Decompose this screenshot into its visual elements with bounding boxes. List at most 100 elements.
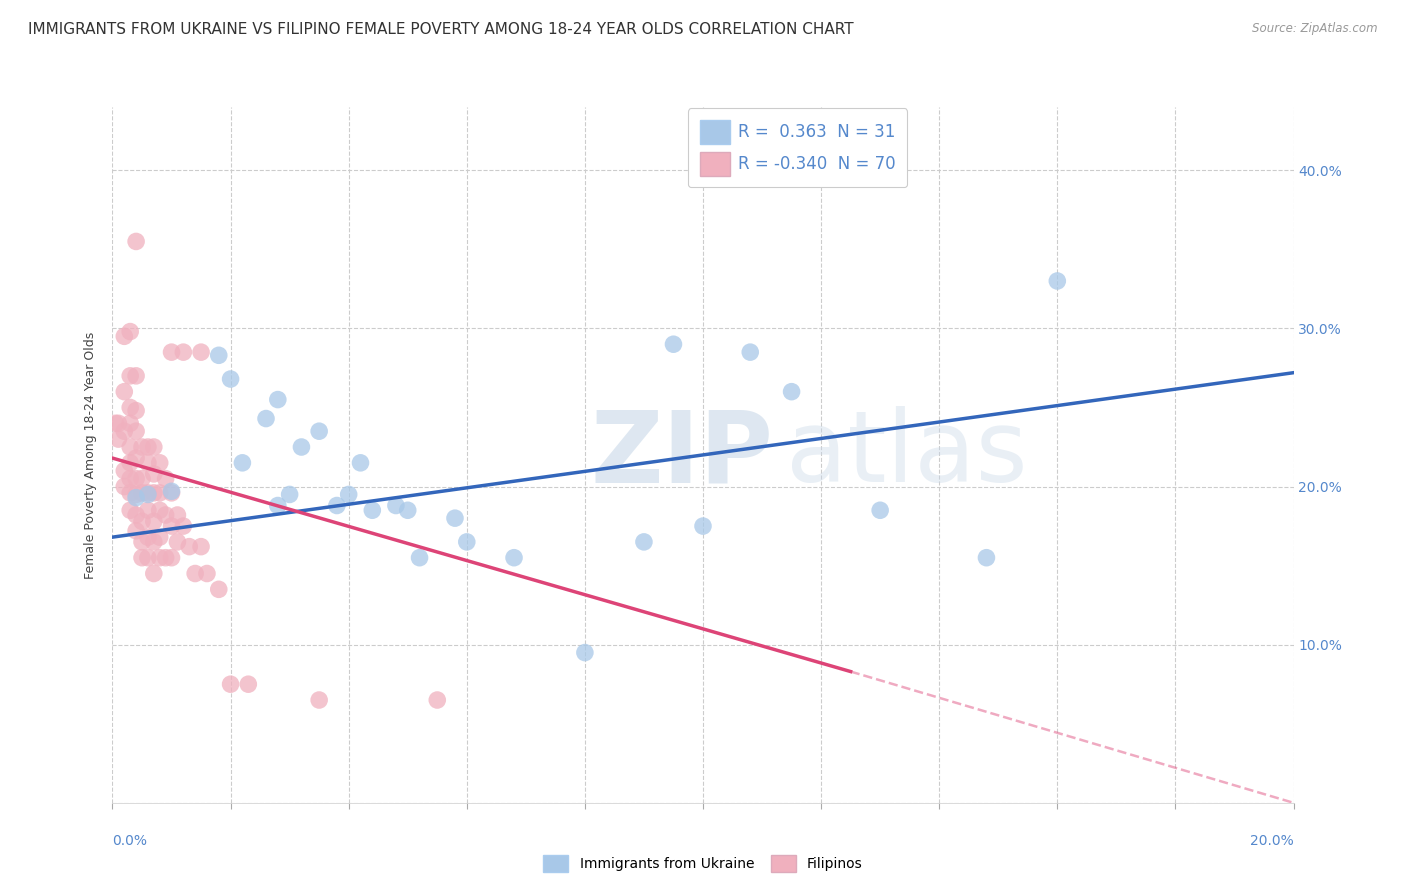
Point	[444, 511, 467, 525]
Point	[254, 411, 277, 425]
Point	[190, 540, 212, 554]
Point	[142, 534, 165, 549]
Point	[142, 440, 165, 454]
Point	[125, 508, 148, 522]
Point	[149, 503, 172, 517]
Point	[125, 368, 148, 383]
Point	[155, 508, 177, 522]
Point	[456, 534, 478, 549]
Point	[149, 550, 172, 565]
Point	[408, 550, 430, 565]
Point	[125, 235, 148, 249]
Point	[160, 486, 183, 500]
Point	[1046, 274, 1069, 288]
Point	[136, 487, 159, 501]
Point	[426, 693, 449, 707]
Point	[780, 384, 803, 399]
Point	[172, 345, 194, 359]
Point	[160, 550, 183, 565]
Point	[308, 693, 330, 707]
Point	[120, 401, 142, 415]
Point	[149, 456, 172, 470]
Point	[308, 424, 330, 438]
Point	[662, 337, 685, 351]
Point	[349, 456, 371, 470]
Point	[112, 479, 135, 493]
Point	[740, 345, 762, 359]
Point	[290, 440, 312, 454]
Point	[361, 503, 384, 517]
Point	[166, 508, 188, 522]
Point	[125, 424, 148, 438]
Text: Source: ZipAtlas.com: Source: ZipAtlas.com	[1253, 22, 1378, 36]
Point	[120, 325, 142, 339]
Point	[869, 503, 891, 517]
Point	[107, 417, 129, 431]
Point	[120, 456, 142, 470]
Point	[385, 499, 408, 513]
Text: ZIP: ZIP	[591, 407, 773, 503]
Point	[131, 514, 153, 528]
Point	[107, 432, 129, 446]
Point	[120, 503, 142, 517]
Point	[172, 519, 194, 533]
Point	[120, 440, 142, 454]
Point	[120, 486, 142, 500]
Point	[337, 487, 360, 501]
Point	[136, 530, 159, 544]
Point	[160, 345, 183, 359]
Point	[633, 534, 655, 549]
Point	[131, 472, 153, 486]
Point	[184, 566, 207, 581]
Point	[142, 467, 165, 481]
Point	[112, 384, 135, 399]
Point	[136, 503, 159, 517]
Point	[142, 486, 165, 500]
Point	[238, 677, 260, 691]
Point	[219, 677, 242, 691]
Point	[208, 582, 231, 597]
Point	[125, 403, 148, 417]
Legend: R =  0.363  N = 31, R = -0.340  N = 70: R = 0.363 N = 31, R = -0.340 N = 70	[688, 109, 907, 187]
Point	[190, 345, 212, 359]
Point	[125, 472, 148, 486]
Point	[976, 550, 998, 565]
Point	[267, 499, 290, 513]
Point	[142, 566, 165, 581]
Point	[136, 440, 159, 454]
Point	[120, 472, 142, 486]
Point	[326, 499, 349, 513]
Point	[125, 487, 148, 501]
Point	[267, 392, 290, 407]
Point	[155, 472, 177, 486]
Point	[131, 550, 153, 565]
Point	[142, 514, 165, 528]
Y-axis label: Female Poverty Among 18-24 Year Olds: Female Poverty Among 18-24 Year Olds	[83, 331, 97, 579]
Point	[125, 491, 148, 505]
Point	[120, 417, 142, 431]
Point	[112, 464, 135, 478]
Point	[136, 456, 159, 470]
Point	[155, 550, 177, 565]
Point	[136, 550, 159, 565]
Point	[208, 348, 231, 362]
Point	[692, 519, 714, 533]
Text: IMMIGRANTS FROM UKRAINE VS FILIPINO FEMALE POVERTY AMONG 18-24 YEAR OLDS CORRELA: IMMIGRANTS FROM UKRAINE VS FILIPINO FEMA…	[28, 22, 853, 37]
Point	[166, 534, 188, 549]
Point	[131, 534, 153, 549]
Point	[160, 519, 183, 533]
Point	[125, 451, 148, 466]
Point	[131, 486, 153, 500]
Point	[131, 440, 153, 454]
Text: 0.0%: 0.0%	[112, 834, 148, 848]
Point	[149, 486, 172, 500]
Point	[149, 530, 172, 544]
Point	[112, 329, 135, 343]
Point	[112, 424, 135, 438]
Point	[195, 566, 218, 581]
Point	[278, 487, 301, 501]
Point	[136, 486, 159, 500]
Point	[179, 540, 201, 554]
Point	[503, 550, 526, 565]
Point	[160, 484, 183, 499]
